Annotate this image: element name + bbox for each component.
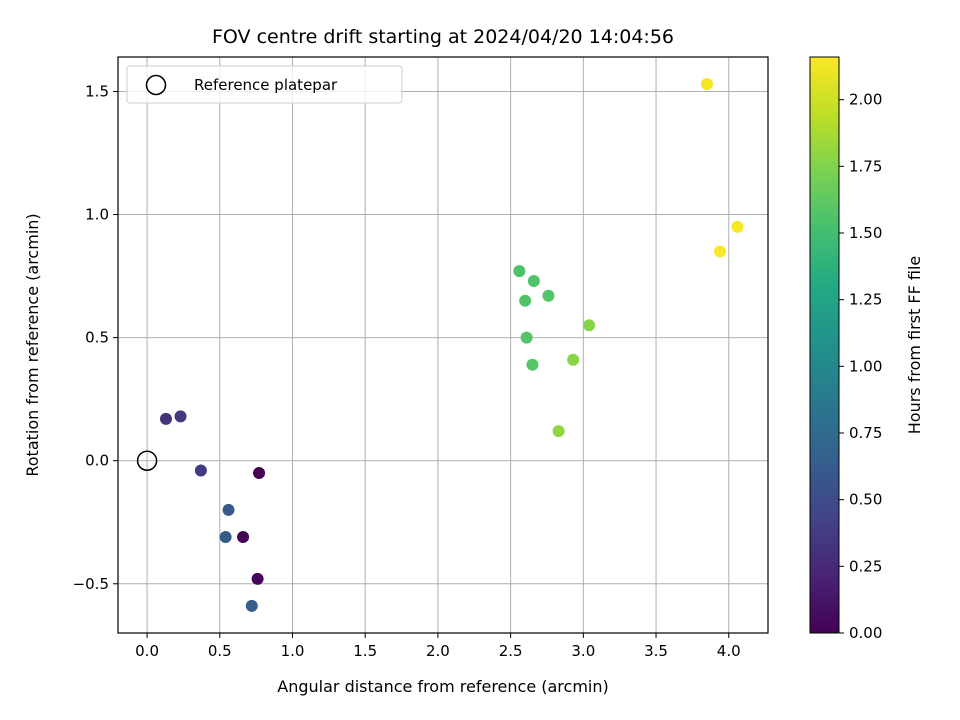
data-point [542, 289, 555, 302]
data-point [251, 572, 264, 585]
colorbar-tick-label: 0.00 [849, 624, 882, 642]
data-point [219, 531, 232, 543]
legend: Reference platepar [126, 65, 403, 104]
y-axis-ticks: −0.5 0.0 0.5 1.0 1.5 [73, 82, 118, 593]
data-point [245, 599, 258, 612]
x-tick-label: 0.0 [135, 642, 159, 660]
legend-marker-reference [145, 74, 167, 96]
colorbar-tick-label: 0.75 [849, 424, 882, 442]
plot-frame [117, 56, 769, 634]
data-point [731, 220, 744, 233]
x-tick-label: 3.5 [644, 642, 668, 660]
colorbar-tick-label: 2.00 [849, 91, 882, 109]
data-point [159, 412, 172, 425]
x-tick-label: 1.5 [353, 642, 377, 660]
data-point [194, 464, 207, 477]
legend-box [126, 65, 403, 104]
x-tick-label: 2.0 [426, 642, 450, 660]
data-point [174, 410, 187, 423]
data-point [700, 78, 713, 91]
data-point [520, 331, 533, 344]
data-point [714, 245, 727, 258]
colorbar-tick-label: 1.25 [849, 291, 882, 309]
x-axis-label: Angular distance from reference (arcmin) [277, 677, 608, 696]
data-point [552, 425, 565, 438]
colorbar-tick-label: 1.50 [849, 224, 882, 242]
y-tick-label: −0.5 [73, 575, 109, 593]
legend-label-reference: Reference platepar [194, 76, 338, 94]
data-points [136, 78, 744, 612]
x-tick-label: 3.0 [571, 642, 595, 660]
colorbar-tick-label: 1.00 [849, 357, 882, 375]
y-axis-label: Rotation from reference (arcmin) [23, 213, 42, 476]
colorbar-tick-label: 0.50 [849, 491, 882, 509]
data-point [527, 275, 540, 287]
x-axis-ticks: 0.0 0.5 1.0 1.5 2.0 2.5 3.0 3.5 4.0 [135, 633, 741, 660]
x-tick-label: 4.0 [717, 642, 741, 660]
data-point [567, 353, 580, 366]
x-tick-label: 0.5 [208, 642, 232, 660]
reference-point-marker [136, 450, 158, 471]
data-point [519, 294, 532, 307]
colorbar [809, 56, 840, 634]
data-point [513, 265, 526, 278]
x-tick-label: 1.0 [281, 642, 305, 660]
colorbar-tick-label: 0.25 [849, 557, 882, 575]
colorbar-tick-label: 1.75 [849, 157, 882, 175]
colorbar-label: Hours from first FF file [905, 256, 924, 435]
data-point [526, 358, 539, 371]
y-tick-label: 0.0 [85, 452, 109, 470]
data-point [253, 467, 266, 479]
y-tick-label: 1.5 [85, 82, 109, 100]
colorbar-ticks: 0.00 0.25 0.50 0.75 1.00 1.25 1.50 1.75 2.00 [839, 91, 882, 642]
y-tick-label: 0.5 [85, 329, 109, 347]
x-tick-label: 2.5 [499, 642, 523, 660]
data-point [237, 531, 250, 543]
grid [118, 57, 768, 633]
data-point [222, 503, 235, 516]
data-point [583, 319, 596, 332]
y-tick-label: 1.0 [85, 206, 109, 224]
chart-title: FOV centre drift starting at 2024/04/20 … [212, 26, 674, 48]
